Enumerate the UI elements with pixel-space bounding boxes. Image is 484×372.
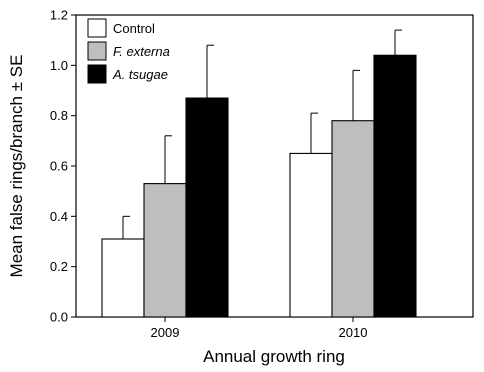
bar-2009-control bbox=[101, 238, 145, 318]
bar-2010-control bbox=[289, 152, 333, 318]
y-tick-label: 0.4 bbox=[50, 209, 68, 224]
y-tick-label: 1.0 bbox=[50, 58, 68, 73]
legend-label: Control bbox=[113, 21, 155, 36]
x-tick-label: 2009 bbox=[151, 325, 180, 340]
bar-2010-f-externa bbox=[331, 120, 375, 318]
y-tick-label: 0.2 bbox=[50, 259, 68, 274]
y-tick-label: 1.2 bbox=[50, 8, 68, 23]
legend: Control F. externa A. tsugae bbox=[87, 18, 170, 84]
y-tick-label: 0.6 bbox=[50, 159, 68, 174]
bars bbox=[101, 54, 417, 318]
legend-label: A. tsugae bbox=[112, 67, 168, 82]
bar-2009-f-externa bbox=[143, 183, 187, 318]
y-axis-title: Mean false rings/branch ± SE bbox=[7, 55, 26, 278]
y-axis: 0.0 0.2 0.4 0.6 0.8 1.0 1.2 bbox=[50, 8, 76, 325]
x-axis-title: Annual growth ring bbox=[203, 347, 345, 366]
y-tick-label: 0.8 bbox=[50, 108, 68, 123]
legend-swatch bbox=[87, 64, 107, 84]
x-axis: 2009 2010 bbox=[151, 317, 368, 340]
x-tick-label: 2010 bbox=[339, 325, 368, 340]
legend-label: F. externa bbox=[113, 44, 170, 59]
bar-2010-a-tsugae bbox=[373, 54, 417, 318]
legend-swatch bbox=[87, 41, 107, 61]
y-tick-label: 0.0 bbox=[50, 310, 68, 325]
legend-swatch bbox=[87, 18, 107, 38]
bar-2009-a-tsugae bbox=[185, 97, 229, 318]
error-bars bbox=[122, 29, 402, 239]
